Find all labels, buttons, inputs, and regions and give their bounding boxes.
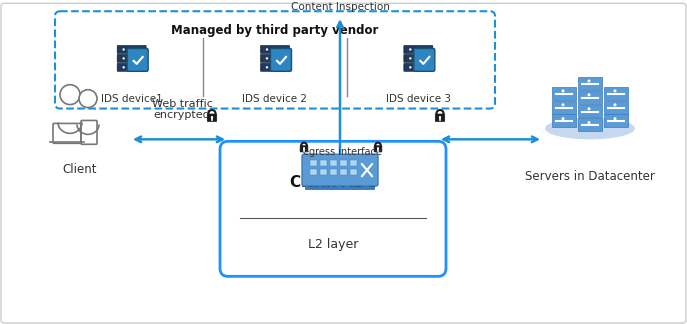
Circle shape [409, 57, 412, 60]
Ellipse shape [545, 118, 635, 139]
Circle shape [613, 103, 616, 106]
FancyBboxPatch shape [271, 49, 291, 71]
Circle shape [409, 48, 412, 51]
Circle shape [128, 48, 131, 51]
Circle shape [561, 117, 565, 120]
Bar [340, 169, 347, 175]
Text: L2 layer: L2 layer [308, 238, 358, 251]
Circle shape [587, 79, 591, 82]
FancyBboxPatch shape [207, 114, 216, 122]
Circle shape [415, 66, 418, 69]
FancyBboxPatch shape [578, 91, 602, 104]
Circle shape [272, 57, 274, 60]
Text: Managed by third party vendor: Managed by third party vendor [171, 24, 379, 37]
Circle shape [266, 66, 268, 69]
Bar [340, 160, 347, 166]
Circle shape [587, 121, 591, 124]
Circle shape [122, 57, 125, 60]
Circle shape [561, 103, 565, 106]
FancyBboxPatch shape [552, 87, 576, 99]
Circle shape [439, 116, 441, 119]
Circle shape [613, 89, 616, 92]
FancyBboxPatch shape [436, 114, 444, 122]
FancyBboxPatch shape [404, 54, 433, 63]
Text: IDS device 3: IDS device 3 [386, 94, 451, 104]
FancyBboxPatch shape [578, 77, 602, 90]
FancyBboxPatch shape [578, 119, 602, 131]
FancyBboxPatch shape [604, 87, 628, 99]
FancyBboxPatch shape [302, 154, 378, 186]
Bar [350, 160, 357, 166]
Circle shape [122, 48, 125, 51]
Circle shape [79, 90, 97, 108]
Text: IDS device 2: IDS device 2 [243, 94, 308, 104]
Circle shape [415, 48, 418, 51]
FancyBboxPatch shape [55, 11, 495, 109]
Circle shape [409, 66, 412, 69]
Bar [310, 169, 317, 175]
Text: Servers in Datacenter: Servers in Datacenter [525, 169, 655, 182]
Circle shape [122, 66, 125, 69]
FancyBboxPatch shape [604, 114, 628, 127]
Bar [310, 160, 317, 166]
FancyBboxPatch shape [404, 64, 433, 71]
FancyBboxPatch shape [604, 100, 628, 113]
FancyBboxPatch shape [414, 49, 435, 71]
Text: Web traffic
encrypted: Web traffic encrypted [152, 99, 212, 120]
Circle shape [272, 48, 274, 51]
Circle shape [613, 117, 616, 120]
Circle shape [561, 89, 565, 92]
Text: Client: Client [63, 163, 98, 176]
FancyBboxPatch shape [300, 146, 308, 152]
Circle shape [587, 93, 591, 96]
Circle shape [272, 66, 274, 69]
Bar [320, 169, 327, 175]
FancyBboxPatch shape [117, 64, 146, 71]
Circle shape [266, 48, 268, 51]
Circle shape [303, 148, 305, 150]
FancyBboxPatch shape [305, 183, 375, 190]
Text: Citrix ADC: Citrix ADC [289, 175, 376, 190]
Circle shape [211, 116, 213, 119]
FancyBboxPatch shape [404, 45, 433, 53]
Circle shape [415, 57, 418, 60]
FancyBboxPatch shape [374, 146, 382, 152]
FancyBboxPatch shape [127, 49, 148, 71]
Text: IDS device1: IDS device1 [101, 94, 163, 104]
Circle shape [128, 66, 131, 69]
FancyBboxPatch shape [117, 45, 146, 53]
Bar [320, 160, 327, 166]
Circle shape [587, 107, 591, 110]
FancyBboxPatch shape [260, 45, 289, 53]
Text: egress interface: egress interface [302, 147, 381, 157]
FancyBboxPatch shape [552, 114, 576, 127]
Text: Content Inspection: Content Inspection [291, 2, 390, 12]
FancyBboxPatch shape [1, 3, 686, 323]
Bar [330, 169, 337, 175]
FancyBboxPatch shape [552, 100, 576, 113]
Circle shape [377, 148, 379, 150]
Bar [330, 160, 337, 166]
FancyBboxPatch shape [117, 54, 146, 63]
Circle shape [128, 57, 131, 60]
FancyBboxPatch shape [578, 105, 602, 118]
FancyBboxPatch shape [220, 141, 446, 276]
FancyBboxPatch shape [260, 54, 289, 63]
Circle shape [266, 57, 268, 60]
Bar [350, 169, 357, 175]
FancyBboxPatch shape [260, 64, 289, 71]
